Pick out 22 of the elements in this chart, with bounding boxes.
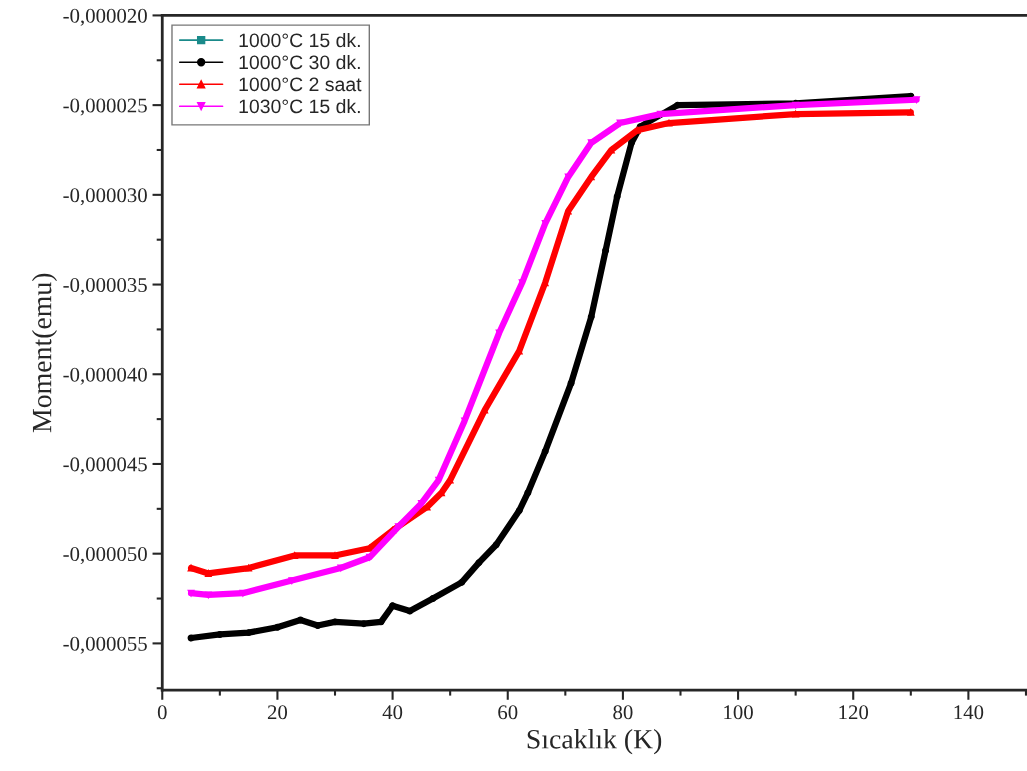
legend-label: 1030°C 15 dk.	[239, 98, 360, 114]
y-tick-label: -0,000030	[63, 188, 147, 206]
y-tick-label: -0,000035	[63, 277, 147, 295]
y-tick-label: -0,000045	[63, 457, 147, 475]
legend-label: 1000°C 15 dk.	[239, 32, 360, 48]
x-tick-label: 40	[382, 705, 403, 720]
y-tick-label: -0,000040	[63, 367, 147, 385]
x-axis-title: Sıcaklık (K)	[527, 729, 662, 755]
x-tick-label: 0	[157, 705, 167, 720]
x-tick-label: 20	[267, 705, 288, 720]
x-tick-label: 100	[724, 705, 753, 720]
legend-label: 1000°C 2 saat	[239, 77, 362, 92]
y-tick-label: -0,000020	[63, 8, 147, 26]
y-tick-label: -0,000025	[63, 98, 147, 116]
y-axis-title: Moment(emu)	[31, 273, 58, 433]
x-tick-label: 120	[839, 705, 869, 720]
x-tick-label: 80	[613, 705, 633, 720]
x-tick-label: 140	[954, 705, 984, 720]
x-tick-label: 60	[498, 705, 518, 720]
y-tick-label: -0,000050	[63, 547, 147, 565]
legend-label: 1000°C 30 dk.	[239, 54, 360, 70]
y-tick-label: -0,000055	[63, 636, 147, 654]
